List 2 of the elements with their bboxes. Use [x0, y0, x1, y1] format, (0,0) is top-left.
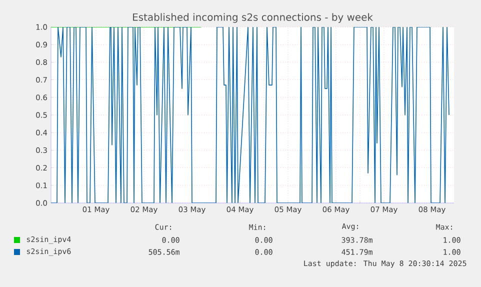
- line-series: [51, 27, 450, 203]
- chart-title: Established incoming s2s connections - by week: [133, 13, 373, 23]
